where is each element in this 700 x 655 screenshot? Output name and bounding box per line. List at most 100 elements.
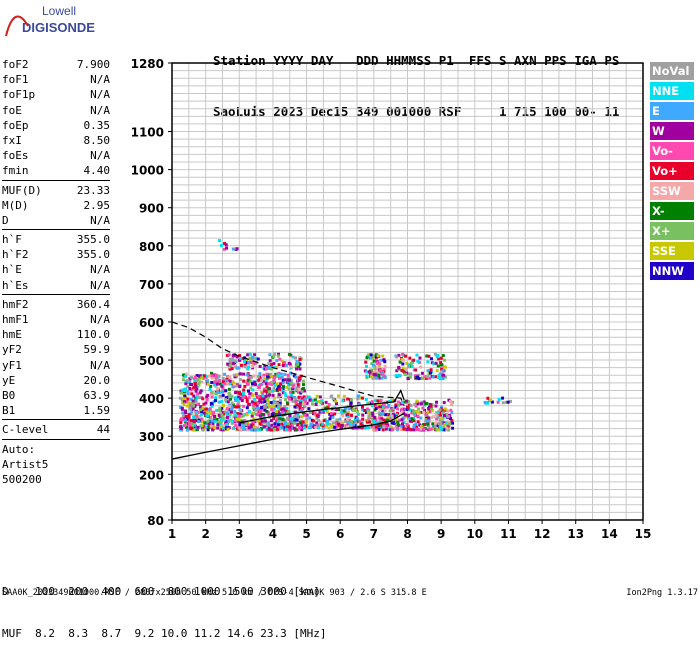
echo-point [424, 419, 428, 423]
echo-point [374, 407, 378, 411]
echo-point [195, 395, 199, 399]
echo-point [193, 425, 197, 429]
echo-point [188, 422, 192, 426]
echo-point [384, 405, 388, 409]
echo-point [438, 419, 442, 423]
echo-point [258, 410, 262, 414]
echo-point [193, 401, 197, 405]
echo-point [303, 424, 307, 428]
echo-point [353, 423, 357, 427]
echo-point [386, 423, 390, 427]
echo-point [218, 239, 222, 243]
echo-point [274, 425, 278, 429]
echo-point [244, 358, 248, 362]
echo-point [317, 413, 321, 417]
echo-point [225, 396, 229, 400]
echo-point [225, 423, 229, 427]
echo-point [191, 419, 195, 423]
x-tick-label: 5 [302, 527, 310, 541]
echo-point [504, 400, 508, 404]
echo-point [383, 423, 387, 427]
echo-point [314, 402, 318, 406]
echo-point [273, 415, 277, 419]
echo-point [439, 410, 443, 414]
param-value: N/A [90, 88, 110, 102]
echo-point [238, 358, 242, 362]
echo-point [339, 426, 343, 430]
echo-point [347, 407, 351, 411]
echo-point [238, 408, 242, 412]
echo-point [284, 398, 288, 402]
echo-point [401, 416, 405, 420]
param-label: h`F2 [2, 248, 29, 262]
echo-point [269, 362, 273, 366]
echo-point [186, 379, 190, 383]
echo-point [353, 423, 357, 427]
echo-point [388, 427, 392, 431]
echo-point [349, 420, 353, 424]
echo-point [437, 357, 441, 361]
echo-point [431, 425, 435, 429]
echo-point [356, 394, 360, 398]
echo-point [201, 427, 205, 431]
echo-point [439, 361, 443, 365]
echo-point [243, 384, 247, 388]
echo-point [377, 372, 381, 376]
echo-point [296, 378, 300, 382]
echo-point [410, 365, 414, 369]
echo-point [224, 408, 228, 412]
echo-point [439, 413, 443, 417]
echo-point [497, 397, 501, 401]
echo-point [316, 426, 320, 430]
echo-point [194, 384, 198, 388]
echo-point [251, 403, 255, 407]
echo-point [288, 414, 292, 418]
echo-point [192, 400, 196, 404]
echo-point [251, 394, 255, 398]
echo-point [442, 425, 446, 429]
echo-point [231, 419, 235, 423]
echo-point [263, 389, 267, 393]
echo-point [365, 374, 369, 378]
echo-point [247, 427, 251, 431]
echo-point [262, 387, 266, 391]
echo-point [254, 408, 258, 412]
echo-point [486, 401, 490, 405]
echo-point [285, 385, 289, 389]
echo-point [218, 395, 222, 399]
echo-point [292, 426, 296, 430]
echo-point [443, 428, 447, 432]
echo-point [222, 424, 226, 428]
echo-point [385, 425, 389, 429]
echo-point [226, 400, 230, 404]
echo-point [370, 425, 374, 429]
echo-point [409, 372, 413, 376]
param-row: foF2 7.900 [2, 57, 110, 72]
echo-point [219, 422, 223, 426]
echo-point [242, 372, 246, 376]
echo-point [320, 399, 324, 403]
echo-point [380, 425, 384, 429]
echo-point [212, 373, 216, 377]
echo-point [326, 406, 330, 410]
echo-point [291, 390, 295, 394]
echo-point [186, 380, 190, 384]
echo-point [402, 427, 406, 431]
echo-point [246, 382, 250, 386]
param-row: B0 63.9 [2, 388, 110, 403]
echo-point [265, 423, 269, 427]
echo-point [291, 400, 295, 404]
echo-point [277, 412, 281, 416]
echo-point [179, 417, 183, 421]
echo-point [438, 425, 442, 429]
echo-point [378, 412, 382, 416]
echo-point [266, 365, 270, 369]
echo-point [383, 376, 387, 380]
echo-point [188, 425, 192, 429]
echo-point [447, 398, 451, 402]
echo-point [328, 422, 332, 426]
echo-point [299, 419, 303, 423]
echo-point [370, 371, 374, 375]
echo-point [289, 425, 293, 429]
echo-point [296, 415, 300, 419]
